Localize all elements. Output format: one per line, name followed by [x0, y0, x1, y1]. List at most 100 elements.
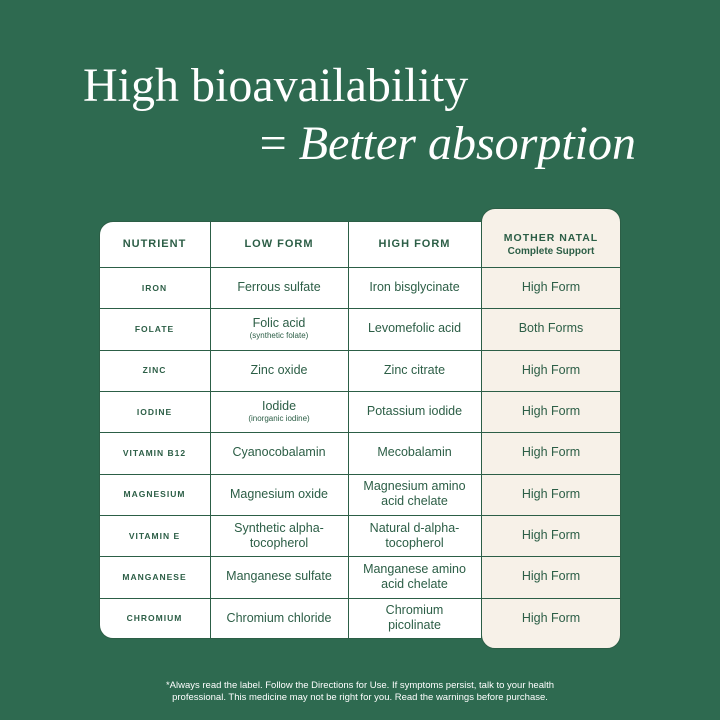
low-form: Chromium chloride: [226, 610, 332, 625]
nutrient: MANGANESE: [122, 571, 187, 582]
product-form: High Form: [521, 362, 581, 377]
column-divider: [210, 221, 211, 639]
row-divider: [99, 515, 621, 516]
footnote: professional. This medicine may not be r…: [172, 692, 548, 703]
column-header: HIGH FORM: [378, 238, 451, 250]
cell: High Form: [481, 267, 621, 308]
low-form: Folic acid: [252, 316, 306, 331]
nutrient: MAGNESIUM: [123, 489, 186, 500]
cell: High Form: [481, 350, 621, 391]
high-form: Potassium iodide: [366, 404, 463, 419]
cell: VITAMIN B12: [99, 432, 210, 473]
low-note: (inorganic iodine): [248, 414, 310, 424]
column-header: NUTRIENT: [122, 238, 187, 250]
row-divider: [99, 556, 621, 558]
low-form: Manganese sulfate: [226, 569, 332, 584]
nutrient: FOLATE: [134, 323, 175, 334]
title-line2: = Better absorption: [260, 116, 636, 171]
high-form: Iron bisglycinate: [369, 280, 460, 295]
product-form: High Form: [521, 569, 581, 584]
cell: Manganese sulfate: [210, 556, 348, 597]
high-form: Mecobalamin: [377, 445, 452, 460]
cell: Magnesium amino acid chelate: [348, 474, 481, 515]
cell: IRON: [99, 267, 210, 308]
cell: Manganese amino acid chelate: [348, 556, 481, 597]
high-form: Chromium picolinate: [385, 603, 444, 633]
cell: Folic acid (synthetic folate): [210, 308, 348, 349]
high-form: Natural d-alpha-tocopherol: [369, 520, 460, 550]
cell: CHROMIUM: [99, 598, 210, 639]
low-form: Ferrous sulfate: [237, 280, 321, 295]
cell: Chromium chloride: [210, 598, 348, 639]
cell: Synthetic alpha-tocopherol: [210, 515, 348, 556]
cell: High Form: [481, 391, 621, 432]
cell: Natural d-alpha-tocopherol: [348, 515, 481, 556]
cell: Ferrous sulfate: [210, 267, 348, 308]
cell: Iron bisglycinate: [348, 267, 481, 308]
cell: Both Forms: [481, 308, 621, 349]
nutrient: CHROMIUM: [126, 613, 183, 624]
high-form: Levomefolic acid: [367, 321, 462, 336]
low-form: Iodide: [261, 399, 297, 414]
low-note: (synthetic folate): [249, 331, 309, 341]
low-form: Synthetic alpha-tocopherol: [234, 520, 324, 550]
cell: ZINC: [99, 350, 210, 391]
cell: Magnesium oxide: [210, 474, 348, 515]
low-form: Magnesium oxide: [230, 486, 328, 501]
cell: High Form: [481, 474, 621, 515]
product-form: High Form: [521, 404, 581, 419]
cell: Cyanocobalamin: [210, 432, 348, 473]
low-form: Cyanocobalamin: [232, 445, 326, 460]
title-line1: High bioavailability: [83, 59, 469, 112]
product-header: MOTHER NATAL Complete Support: [481, 221, 621, 267]
cell: High Form: [481, 432, 621, 473]
nutrient: ZINC: [142, 365, 167, 376]
cell: Zinc oxide: [210, 350, 348, 391]
nutrient: IODINE: [136, 406, 173, 417]
row-divider: [99, 391, 621, 392]
product-form: High Form: [521, 528, 581, 543]
row-divider: [99, 597, 621, 599]
cell: Chromium picolinate: [348, 598, 481, 639]
cell: High Form: [481, 556, 621, 597]
high-form: Zinc citrate: [383, 362, 446, 377]
footnote: *Always read the label. Follow the Direc…: [165, 680, 555, 691]
product-form: High Form: [521, 445, 581, 460]
row-divider: [99, 432, 621, 434]
cell: FOLATE: [99, 308, 210, 349]
cell: High Form: [481, 515, 621, 556]
cell: Zinc citrate: [348, 350, 481, 391]
product-form: High Form: [521, 486, 581, 501]
cell: High Form: [481, 598, 621, 639]
cell: VITAMIN E: [99, 515, 210, 556]
row-divider: [99, 308, 621, 310]
nutrient: IRON: [141, 282, 168, 293]
product-form: High Form: [521, 610, 581, 625]
high-form: Manganese amino acid chelate: [363, 561, 466, 591]
cell: MAGNESIUM: [99, 474, 210, 515]
product-form: High Form: [521, 280, 581, 295]
cell: Levomefolic acid: [348, 308, 481, 349]
cell: Potassium iodide: [348, 391, 481, 432]
product-name: MOTHER NATAL: [503, 231, 599, 244]
low-form: Zinc oxide: [250, 362, 308, 377]
high-form: Magnesium amino acid chelate: [363, 479, 466, 509]
title-italic: Better absorption: [298, 117, 636, 170]
column-divider: [348, 221, 349, 639]
column-divider: [481, 221, 482, 639]
product-column: [481, 208, 621, 649]
nutrient: VITAMIN B12: [122, 447, 187, 458]
equals: =: [259, 117, 287, 170]
column-header: LOW FORM: [244, 238, 314, 250]
product-subtitle: Complete Support: [507, 245, 595, 257]
row-divider: [99, 349, 621, 351]
cell: IODINE: [99, 391, 210, 432]
nutrient: VITAMIN E: [128, 530, 181, 541]
cell: Mecobalamin: [348, 432, 481, 473]
row-divider: [99, 267, 621, 268]
cell: MANGANESE: [99, 556, 210, 597]
cell: Iodide (inorganic iodine): [210, 391, 348, 432]
product-form: Both Forms: [518, 321, 584, 336]
row-divider: [99, 473, 621, 475]
